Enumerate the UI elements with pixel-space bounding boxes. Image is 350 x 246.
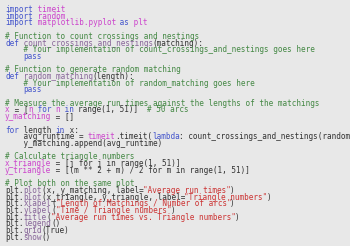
Text: n: n: [28, 106, 33, 114]
Text: ): ): [230, 199, 235, 208]
Text: timeit: timeit: [88, 132, 116, 141]
Text: (: (: [51, 206, 56, 215]
Text: plt.: plt.: [5, 206, 23, 215]
Text: "Length of Matchings / Number of arcs": "Length of Matchings / Number of arcs": [56, 199, 231, 208]
Text: show: show: [23, 233, 42, 242]
Text: random_matching: random_matching: [19, 72, 93, 81]
Text: pass: pass: [23, 52, 42, 61]
Text: # Function to generate random matching: # Function to generate random matching: [5, 65, 181, 74]
Text: : count_crossings_and_nestings(random_matching(length)), number=1000) / 1000: : count_crossings_and_nestings(random_ma…: [180, 132, 350, 141]
Text: (): (): [42, 233, 51, 242]
Text: x:: x:: [65, 126, 78, 135]
Text: # Measure the average run times against the lengths of the matchings: # Measure the average run times against …: [5, 99, 320, 108]
Text: plt.: plt.: [5, 226, 23, 235]
Text: ): ): [230, 186, 235, 195]
Text: title: title: [23, 213, 47, 222]
Text: xlabel: xlabel: [23, 199, 51, 208]
Text: plt.: plt.: [5, 193, 23, 202]
Text: # Function to count crossings and nestings: # Function to count crossings and nestin…: [5, 32, 199, 41]
Text: "Time / Triangle numbers": "Time / Triangle numbers": [56, 206, 171, 215]
Text: import: import: [5, 18, 33, 27]
Text: def: def: [5, 39, 19, 47]
Text: (: (: [46, 213, 51, 222]
Text: = [: = [: [9, 106, 28, 114]
Text: ylabel: ylabel: [23, 206, 51, 215]
Text: plt.: plt.: [5, 233, 23, 242]
Text: x_triangle: x_triangle: [5, 159, 51, 168]
Text: as: as: [115, 18, 129, 27]
Text: ): ): [267, 193, 271, 202]
Text: plot: plot: [23, 193, 42, 202]
Text: n: n: [56, 106, 60, 114]
Text: in: in: [56, 126, 65, 135]
Text: legend: legend: [23, 219, 51, 228]
Text: grid: grid: [23, 226, 42, 235]
Text: plt.: plt.: [5, 219, 23, 228]
Text: count_crossings_and_nestings: count_crossings_and_nestings: [19, 39, 153, 47]
Text: pass: pass: [23, 85, 42, 94]
Text: # Your implementation of random_matching goes here: # Your implementation of random_matching…: [5, 79, 255, 88]
Text: plot: plot: [23, 186, 42, 195]
Text: (length):: (length):: [92, 72, 134, 81]
Text: (x, y_matching, label=: (x, y_matching, label=: [42, 186, 144, 195]
Text: lambda: lambda: [152, 132, 180, 141]
Text: = [(m ** 2 + m) / 2 for m in range(1, 51)]: = [(m ** 2 + m) / 2 for m in range(1, 51…: [51, 166, 250, 175]
Text: # Your implementation of count_crossings_and_nestings goes here: # Your implementation of count_crossings…: [5, 45, 315, 54]
Text: ): ): [234, 213, 239, 222]
Text: # 50 arcs: # 50 arcs: [147, 106, 189, 114]
Text: "Average run times": "Average run times": [143, 186, 231, 195]
Text: for: for: [5, 126, 19, 135]
Text: (x_triangle, y_triangle, label=: (x_triangle, y_triangle, label=: [42, 193, 185, 202]
Text: timeit: timeit: [33, 5, 65, 14]
Text: import: import: [5, 12, 33, 21]
Text: = [j for j in range(1, 51)]: = [j for j in range(1, 51)]: [51, 159, 180, 168]
Text: (matching):: (matching):: [152, 39, 203, 47]
Text: ): ): [170, 206, 175, 215]
Text: random: random: [33, 12, 65, 21]
Text: (): (): [51, 219, 60, 228]
Text: import: import: [5, 5, 33, 14]
Text: "Triangle numbers": "Triangle numbers": [184, 193, 267, 202]
Text: def: def: [5, 72, 19, 81]
Text: y_matching.append(avg_runtime): y_matching.append(avg_runtime): [5, 139, 162, 148]
Text: range(1, 51)]: range(1, 51)]: [78, 106, 148, 114]
Text: plt.: plt.: [5, 213, 23, 222]
Text: (: (: [51, 199, 56, 208]
Text: .timeit(: .timeit(: [115, 132, 152, 141]
Text: plt.: plt.: [5, 199, 23, 208]
Text: y_matching: y_matching: [5, 112, 51, 121]
Text: in: in: [60, 106, 79, 114]
Text: plt.: plt.: [5, 186, 23, 195]
Text: x: x: [5, 106, 10, 114]
Text: length: length: [19, 126, 56, 135]
Text: y_triangle: y_triangle: [5, 166, 51, 175]
Text: for: for: [33, 106, 56, 114]
Text: # Plot both on the same plot: # Plot both on the same plot: [5, 179, 134, 188]
Text: (True): (True): [42, 226, 70, 235]
Text: plt: plt: [129, 18, 147, 27]
Text: # Calculate triangle numbers: # Calculate triangle numbers: [5, 153, 134, 161]
Text: "Average run times vs. Triangle numbers": "Average run times vs. Triangle numbers": [51, 213, 236, 222]
Text: avg_runtime =: avg_runtime =: [5, 132, 88, 141]
Text: = []: = []: [51, 112, 74, 121]
Text: matplotlib.pyplot: matplotlib.pyplot: [33, 18, 116, 27]
